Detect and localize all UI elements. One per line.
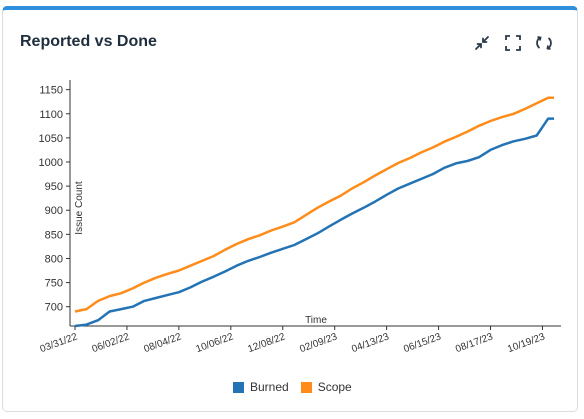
series-line-burned[interactable] (74, 117, 554, 328)
chart-legend: Burned Scope (233, 380, 356, 394)
y-tick-label: 1150 (39, 85, 63, 97)
legend-swatch-scope (300, 381, 312, 393)
line-chart: 700 750 800 850 900 950 1000 1050 1100 1150 03/31… (39, 80, 561, 355)
y-tick-label: 1000 (39, 157, 63, 169)
y-tick-label: 1050 (39, 133, 63, 145)
y-tick-label: 900 (45, 205, 63, 217)
x-tick-label: 02/09/23 (298, 331, 339, 355)
x-tick-label: 08/04/22 (143, 331, 184, 355)
x-tick-label: 06/02/22 (91, 331, 132, 355)
legend-swatch-burned (233, 381, 244, 393)
legend-item-scope[interactable]: Scope (300, 380, 352, 394)
x-tick-label: 12/08/22 (246, 331, 287, 355)
y-tick-label: 750 (45, 278, 63, 290)
y-tick-label: 850 (45, 229, 63, 241)
y-tick-label: 950 (45, 181, 63, 193)
x-tick-label: 03/31/22 (39, 331, 80, 355)
minimize-icon[interactable] (471, 32, 493, 54)
x-axis-label: Time (305, 315, 327, 326)
chart-widget-card: Reported vs Done 700 750 800 850 900 950 1000 1… (2, 6, 578, 412)
y-tick-label: 1100 (39, 109, 63, 121)
x-tick-label: 06/15/23 (402, 331, 443, 355)
legend-label-scope: Scope (317, 380, 352, 394)
fullscreen-icon[interactable] (502, 32, 524, 54)
legend-item-burned[interactable]: Burned (233, 380, 289, 394)
x-tick-label: 08/17/23 (454, 331, 495, 355)
x-tick-label: 10/06/22 (194, 331, 235, 355)
x-tick-label: 04/13/23 (350, 331, 391, 355)
refresh-icon[interactable] (533, 32, 555, 54)
y-tick-label: 800 (45, 253, 63, 265)
series-line-scope[interactable] (74, 96, 554, 313)
widget-title: Reported vs Done (20, 33, 157, 50)
y-tick-label: 700 (45, 302, 63, 314)
y-axis-label: Issue Count (74, 181, 85, 235)
legend-label-burned: Burned (250, 380, 289, 394)
x-tick-label: 10/19/23 (506, 331, 547, 355)
